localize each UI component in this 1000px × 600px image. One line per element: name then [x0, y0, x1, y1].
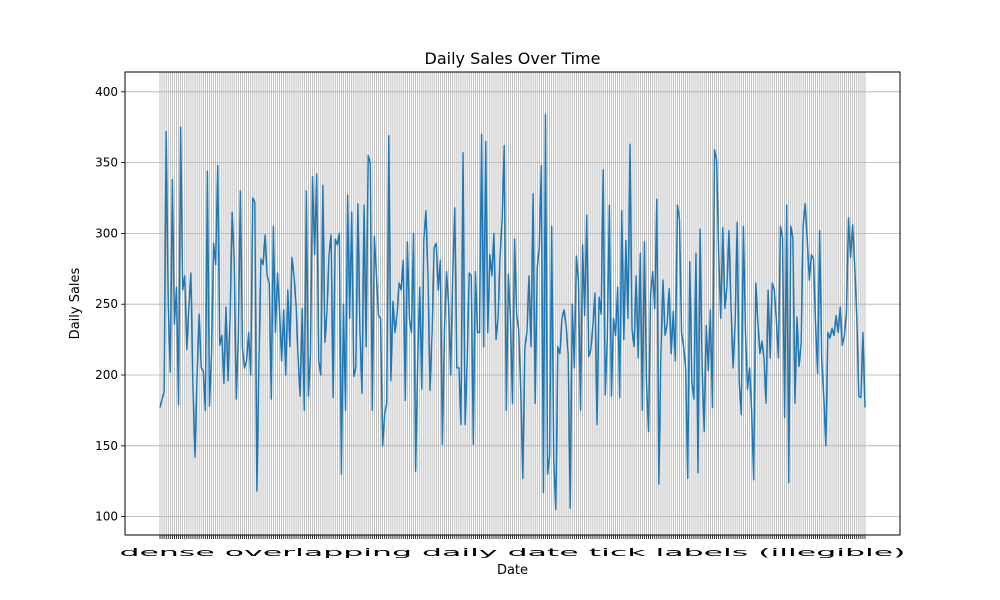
y-tick-label: 150 [95, 439, 118, 453]
x-tick-labels: dense overlapping daily date tick labels… [120, 546, 906, 559]
x-axis-label: Date [497, 563, 528, 578]
y-tick-label: 300 [95, 226, 118, 240]
x-axis-ticks [159, 535, 866, 539]
chart-title: Daily Sales Over Time [425, 49, 601, 68]
plot-frame [124, 71, 901, 536]
y-tick-label: 100 [95, 510, 118, 524]
y-tick-label: 250 [95, 297, 118, 311]
series-line [159, 113, 866, 511]
y-tick-label: 350 [95, 156, 118, 170]
y-axis-ticks: 100 150 200 250 300 350 400 [95, 85, 125, 524]
y-tick-label: 400 [95, 85, 118, 99]
y-axis-label: Daily Sales [68, 267, 83, 339]
y-tick-label: 200 [95, 368, 118, 382]
